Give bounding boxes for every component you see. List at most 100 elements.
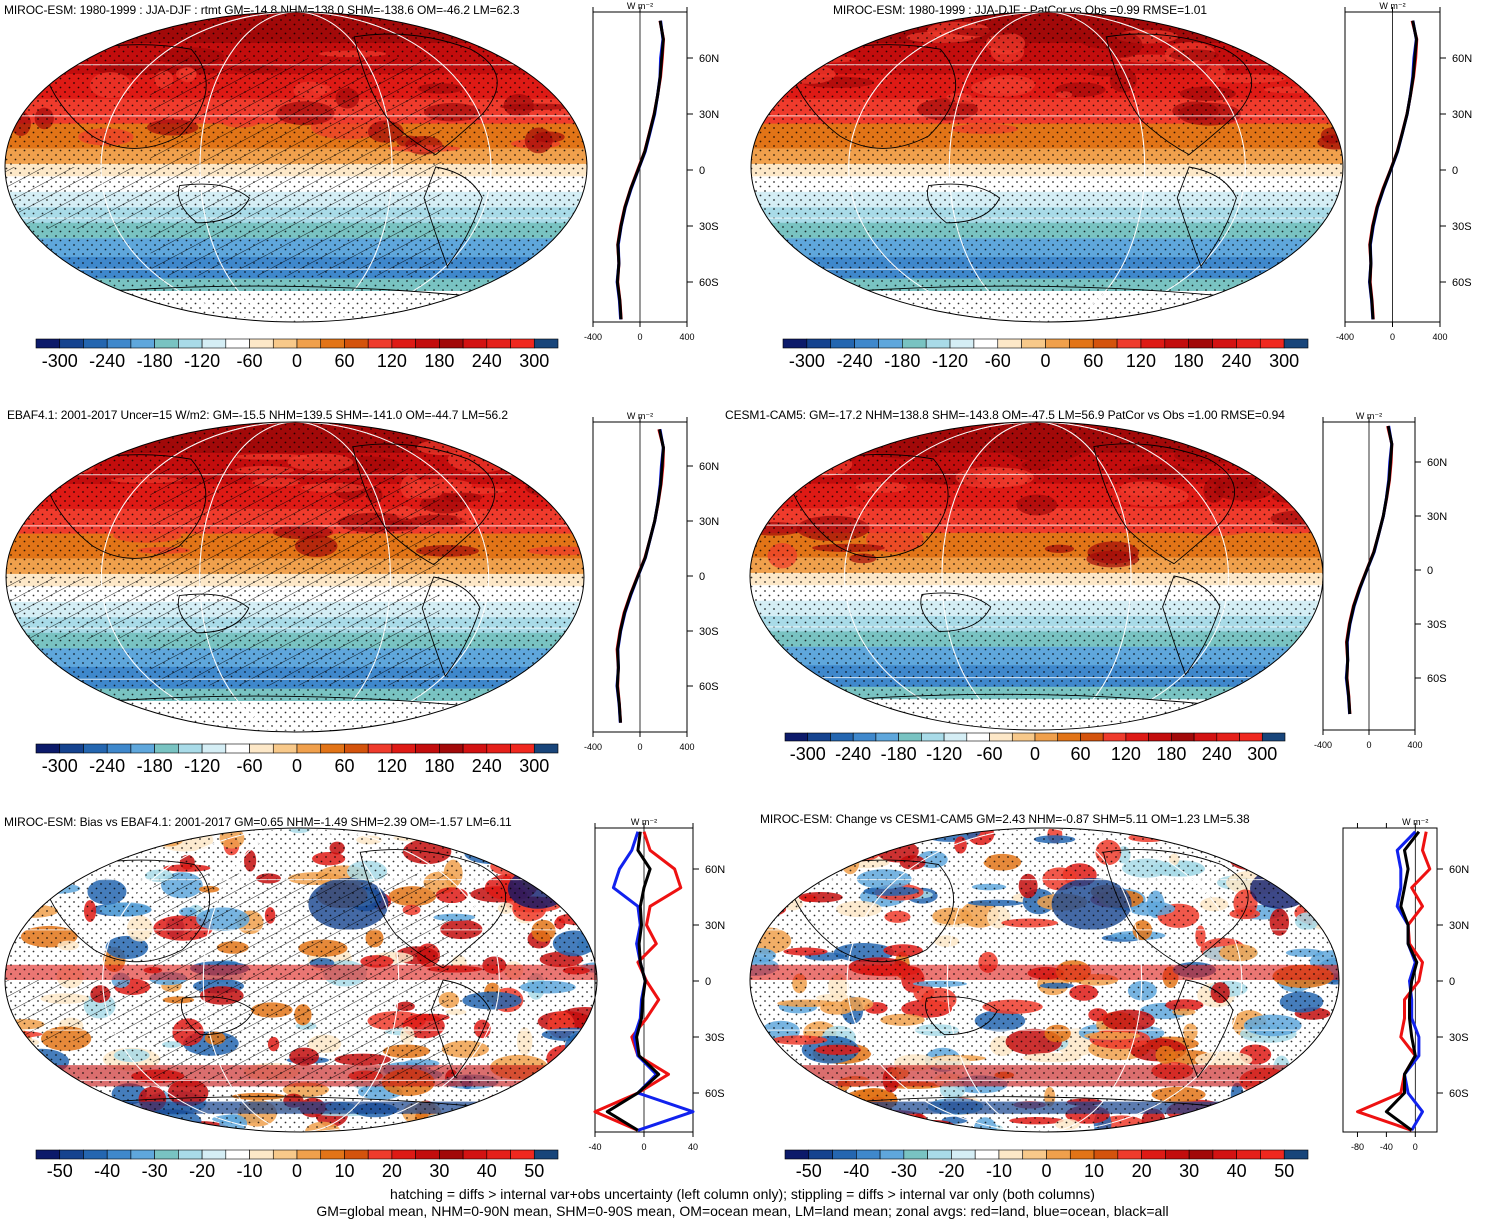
zonal-lat-label: 30S (699, 221, 719, 233)
zonal-lat-label: 0 (1427, 565, 1433, 577)
colorbar-swatch (486, 1149, 511, 1160)
colorbar-tick-label: 0 (1040, 351, 1050, 371)
colorbar-swatch (533, 1149, 559, 1160)
colorbar-tick-label: 120 (377, 756, 407, 776)
map-patch (777, 1112, 819, 1132)
colorbar-swatch (852, 732, 877, 742)
zonal-lat-label: 60S (1452, 277, 1472, 289)
zonal-all-line (1368, 20, 1418, 320)
map-patch (1306, 64, 1328, 72)
map-patch (537, 877, 556, 887)
colorbar-swatch (367, 1149, 393, 1160)
map-patch (876, 832, 930, 839)
map-patch (544, 853, 597, 865)
colorbar-tick-label: 30 (1179, 1161, 1199, 1181)
chart-svg: -300 -240 -180 -120 -60 0 60 120 180 240 300 W m⁻² 6… (749, 411, 1447, 764)
panel-miroc-1980-1999: MIROC-ESM: 1980-1999 : JJA-DJF : rtmt GM… (0, 0, 740, 395)
colorbar-swatch (806, 338, 832, 349)
colorbar-tick-label: -60 (985, 351, 1011, 371)
panel-ebaf: EBAF4.1: 2001-2017 Uncer=15 W/m2: GM=-15… (0, 400, 740, 795)
continent-outline (1102, 849, 1249, 969)
map-patch (510, 43, 584, 69)
colorbar-tick-label: 60 (334, 351, 354, 371)
zonal-x-tick-label: -400 (584, 742, 602, 752)
colorbar-tick-label: -180 (881, 744, 917, 764)
colorbar-swatch (462, 338, 488, 349)
colorbar-tick-label: 20 (1132, 1161, 1152, 1181)
colorbar-tick-label: -300 (789, 351, 825, 371)
hatch-overlay (6, 577, 151, 639)
map-patch (61, 843, 88, 857)
zonal-lat-label: 0 (699, 571, 705, 583)
colorbar-tick-label: 40 (477, 1161, 497, 1181)
continent-outline (177, 593, 250, 634)
colorbar-swatch (1057, 732, 1081, 742)
colorbar-swatch (1034, 732, 1059, 742)
colorbar-swatch (1259, 338, 1285, 349)
zonal-lat-label: 30S (705, 1032, 725, 1044)
panel-title: MIROC-ESM: 1980-1999 : JJA-DJF : rtmt GM… (4, 3, 520, 17)
colorbar-tick-label: -300 (790, 744, 826, 764)
zonal-all-line (1345, 425, 1394, 715)
colorbar-swatch (510, 338, 535, 349)
colorbar-tick-label: 20 (382, 1161, 402, 1181)
graticule-meridian (100, 422, 490, 732)
colorbar-tick-label: 50 (524, 1161, 544, 1181)
map-patch (42, 42, 95, 53)
colorbar-swatch (830, 732, 854, 742)
colorbar-swatch (439, 1149, 464, 1160)
colorbar-tick-label: 0 (292, 756, 302, 776)
colorbar-swatch (415, 338, 440, 349)
colorbar-tick-label: 240 (1202, 744, 1232, 764)
colorbar-swatch (1212, 338, 1237, 349)
zonal-all-line (605, 831, 661, 1132)
zonal-x-tick-label: -80 (1351, 1142, 1364, 1152)
zonal-lat-label: 30N (699, 516, 719, 528)
colorbar-swatch (1021, 338, 1046, 349)
map-patch (540, 1108, 569, 1132)
colorbar-tick-label: -120 (932, 351, 968, 371)
colorbar-swatch (974, 1149, 1000, 1160)
colorbar-swatch (1236, 1149, 1261, 1160)
zonal-land-line (616, 20, 665, 320)
colorbar-tick-label: -30 (142, 1161, 168, 1181)
colorbar-tick-label: 240 (472, 351, 502, 371)
chart-svg: -300 -240 -180 -120 -60 0 60 120 180 240 300 W m⁻² 6… (4, 1, 719, 371)
hatch-overlay (5, 980, 153, 1041)
map-border (749, 827, 1340, 1133)
colorbar-swatch (439, 743, 464, 754)
colorbar-swatch (154, 338, 179, 349)
graticule-meridian (199, 422, 391, 732)
colorbar-swatch (1239, 732, 1263, 742)
zonal-ocean-line (1368, 20, 1418, 320)
colorbar-swatch (462, 743, 488, 754)
panel-title: MIROC-ESM: Bias vs EBAF4.1: 2001-2017 GM… (4, 815, 512, 829)
map-patch (579, 902, 597, 911)
colorbar-swatch (784, 1149, 810, 1160)
colorbar-swatch (1125, 732, 1149, 742)
colorbar-swatch (1022, 1149, 1047, 1160)
zonal-all-line (1384, 830, 1421, 1132)
hatch-overlay (5, 167, 151, 229)
colorbar-swatch (1069, 1149, 1095, 1160)
colorbar-swatch (344, 338, 369, 349)
map-patch (56, 431, 106, 444)
colorbar-tick-label: 300 (1269, 351, 1299, 371)
graticule-meridian (202, 828, 400, 1132)
map-patch (531, 472, 584, 495)
zonal-lat-label: 60N (1427, 457, 1447, 469)
colorbar-tick-label: -180 (884, 351, 920, 371)
colorbar-tick-label: 120 (377, 351, 407, 371)
colorbar-swatch (1236, 338, 1261, 349)
colorbar-tick-label: 120 (1111, 744, 1141, 764)
map-patch (573, 892, 597, 919)
zonal-lat-label: 60N (699, 461, 719, 473)
continent-outline (1105, 33, 1253, 156)
map-field (5, 828, 597, 1132)
zonal-x-tick-label: 400 (679, 332, 694, 342)
colorbar-tick-label: -50 (47, 1161, 73, 1181)
panel-title: MIROC-ESM: Change vs CESM1-CAM5 GM=2.43 … (760, 812, 1250, 826)
zonal-lat-label: 30S (699, 626, 719, 638)
colorbar-swatch (989, 732, 1013, 742)
colorbar-swatch (1102, 732, 1127, 742)
